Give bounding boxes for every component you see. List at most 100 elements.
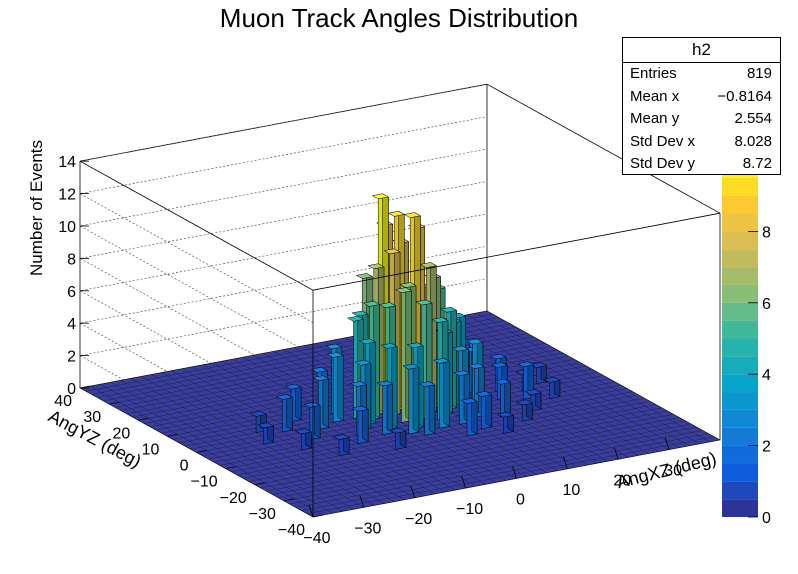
y-tick bbox=[138, 417, 149, 421]
z-axis-ticks: 0 2 4 6 8 10 12 14 bbox=[58, 154, 89, 398]
z-gridline bbox=[78, 148, 488, 356]
bar-top-face bbox=[325, 343, 343, 350]
colorbar-segment bbox=[722, 499, 758, 517]
colorbar-segment bbox=[722, 195, 758, 214]
z-tick-label: 10 bbox=[58, 219, 76, 236]
bar-side-face bbox=[412, 363, 420, 433]
bar-top-face bbox=[389, 427, 407, 434]
y-tick bbox=[196, 450, 207, 453]
stats-value: 2.554 bbox=[734, 110, 772, 127]
bar-top-face bbox=[496, 411, 515, 418]
z-tick-label: 14 bbox=[58, 154, 76, 171]
colorbar-segment bbox=[722, 267, 758, 285]
floor-gridline bbox=[144, 346, 552, 424]
bar-top-face bbox=[490, 362, 509, 368]
bar-top-face bbox=[354, 359, 372, 366]
x-tick bbox=[613, 447, 619, 460]
bar-top-face bbox=[358, 338, 377, 345]
y-tick bbox=[283, 498, 294, 502]
colorbar-segment bbox=[722, 213, 758, 232]
floor-gridline bbox=[476, 312, 710, 443]
colorbar-segment bbox=[722, 481, 758, 500]
bar-top-face bbox=[543, 377, 561, 383]
bar bbox=[524, 389, 542, 412]
bar-top-face bbox=[367, 263, 385, 270]
stats-row-mean-y: Mean y 2.554 bbox=[623, 108, 780, 131]
stats-label: Mean y bbox=[630, 110, 680, 127]
bar-top-face bbox=[474, 391, 493, 397]
stats-value: −0.8164 bbox=[717, 87, 772, 105]
x-tick-label: 10 bbox=[562, 482, 580, 499]
z-gridline bbox=[78, 116, 488, 323]
y-tick-label: 20 bbox=[112, 425, 130, 442]
x-tick bbox=[512, 466, 517, 479]
y-tick-label: −20 bbox=[220, 490, 247, 507]
y-tick bbox=[312, 514, 324, 518]
y-tick bbox=[254, 482, 265, 486]
colorbar-segment bbox=[722, 427, 758, 446]
stats-row-stddev-x: Std Dev x 8.028 bbox=[623, 131, 780, 154]
stats-value: 819 bbox=[746, 65, 772, 82]
colorbar-segment bbox=[722, 177, 758, 196]
bar-top-face bbox=[249, 410, 268, 417]
bar bbox=[326, 351, 345, 423]
bar-top-face bbox=[489, 353, 507, 360]
z-gridline bbox=[78, 181, 488, 388]
y-tick-label: 40 bbox=[54, 393, 72, 410]
bar-top-face bbox=[312, 375, 330, 382]
bar-top-face bbox=[362, 300, 381, 307]
y-tick bbox=[225, 466, 236, 470]
x-tick-label: 0 bbox=[516, 492, 525, 509]
bar bbox=[432, 357, 451, 429]
x-axis-ticks: −40 −30 −20 −10 0 10 20 30 bbox=[303, 437, 682, 547]
bar-side-face bbox=[314, 401, 321, 439]
bar bbox=[275, 393, 294, 433]
colorbar-tick-label: 2 bbox=[762, 439, 771, 456]
x-tick bbox=[664, 437, 670, 450]
bar bbox=[351, 405, 369, 444]
bar-top-face bbox=[415, 299, 433, 306]
y-tick bbox=[79, 385, 91, 389]
colorbar-segment bbox=[722, 356, 758, 375]
colorbar-segment bbox=[722, 392, 758, 410]
bar bbox=[376, 380, 394, 435]
bar bbox=[284, 383, 302, 422]
floor-gridline bbox=[446, 318, 680, 448]
z-tick-label: 6 bbox=[67, 284, 76, 301]
bar bbox=[312, 375, 330, 430]
z-tick-label: 8 bbox=[67, 251, 76, 268]
x-tick bbox=[308, 504, 314, 518]
stats-value: 8.72 bbox=[742, 155, 772, 172]
colorbar-ticks: 0 2 4 6 8 bbox=[748, 224, 771, 527]
bar-top-face bbox=[380, 343, 398, 349]
bars bbox=[249, 193, 561, 457]
bar-top-face bbox=[371, 193, 390, 200]
bar-top-face bbox=[387, 210, 406, 217]
z-tick-label: 4 bbox=[67, 316, 76, 333]
bar-top-face bbox=[332, 434, 350, 440]
bar-top-face bbox=[432, 357, 451, 364]
colorbar-segment bbox=[722, 284, 758, 303]
bar-top-face bbox=[351, 405, 369, 412]
stats-title: h2 bbox=[623, 38, 780, 63]
colorbar-segment bbox=[722, 320, 758, 339]
bar-side-face bbox=[322, 375, 330, 428]
bar-side-face bbox=[428, 381, 436, 434]
colorbar-tick-label: 0 bbox=[762, 510, 771, 527]
bar-top-face bbox=[403, 212, 422, 218]
x-tick-label: −30 bbox=[354, 520, 381, 537]
colorbar-tick-label: 6 bbox=[762, 296, 771, 313]
bar-side-face bbox=[471, 397, 478, 435]
bar-top-face bbox=[326, 352, 345, 358]
bar-top-face bbox=[517, 361, 535, 368]
bar-top-face bbox=[466, 338, 484, 345]
stats-label: Entries bbox=[630, 65, 677, 82]
z-tick-label: 0 bbox=[67, 381, 76, 398]
y-tick bbox=[167, 433, 178, 437]
y-tick-label: −30 bbox=[249, 506, 276, 523]
y-axis-ticks: −40−30−20−100 10 20 30 40 bbox=[54, 385, 324, 539]
x-tick-label: −10 bbox=[456, 501, 483, 518]
bar-top-face bbox=[294, 428, 313, 435]
chart-title: Muon Track Angles Distribution bbox=[220, 3, 578, 33]
